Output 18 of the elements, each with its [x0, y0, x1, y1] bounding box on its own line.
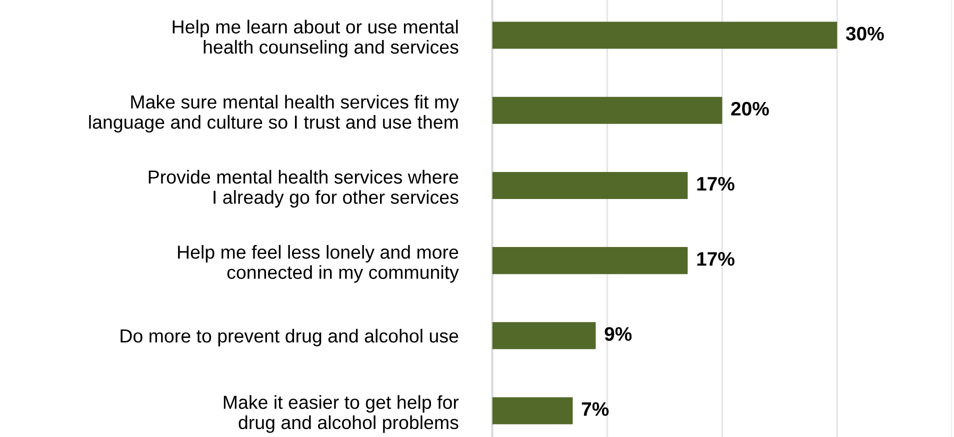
y-tick-label: Provide mental health services where I already go for other services — [148, 170, 458, 208]
y-tick-label: Do more to prevent drug and alcohol use — [120, 328, 458, 346]
bar — [492, 322, 596, 350]
y-tick-label: Make it easier to get help for drug and alcohol problems — [224, 395, 459, 433]
bar — [492, 397, 573, 424]
data-label: 7% — [582, 402, 609, 416]
bar — [492, 172, 688, 199]
data-label: 17% — [697, 176, 734, 191]
y-tick-label: Help me learn about or use mental health counseling and services — [172, 20, 458, 58]
y-tick-label: Help me feel less lonely and more connected in my community — [178, 245, 459, 283]
y-tick-label: Make sure mental health services fit my language and culture so I trust and use them — [89, 94, 459, 133]
data-label: 20% — [731, 102, 769, 116]
data-label: 9% — [604, 327, 632, 341]
bar — [492, 96, 722, 124]
data-label: 30% — [846, 26, 884, 41]
bar — [492, 22, 838, 49]
bar — [492, 247, 688, 274]
data-label: 17% — [697, 252, 734, 266]
